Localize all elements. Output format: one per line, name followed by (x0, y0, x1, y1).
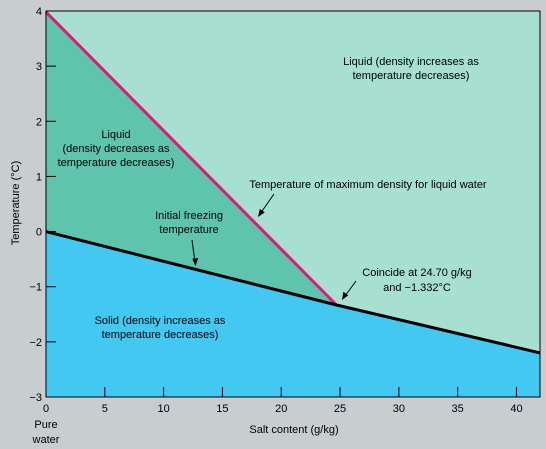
annotation-coincide-line-1: Coincide at 24.70 g/kg (362, 267, 471, 279)
annotation-liquid-upper-line-1: Liquid (density increases as (343, 56, 479, 68)
y-tick-label--1: −1 (29, 282, 42, 294)
annotation-max-density-text: Temperature of maximum density for liqui… (249, 179, 487, 191)
y-tick-label-2: 2 (36, 116, 42, 128)
annotation-coincide: Coincide at 24.70 g/kg and −1.332°C (342, 267, 472, 300)
plot-area (44, 10, 541, 398)
region-liquid-upper (46, 11, 540, 353)
y-tick-label--3: −3 (29, 392, 42, 404)
annotation-solid: Solid (density increases as temperature … (95, 315, 226, 341)
y-tick-label-1: 1 (36, 171, 42, 183)
y-tick-label--2: −2 (29, 337, 42, 349)
annotation-freezing: Initial freezing temperature (155, 210, 223, 266)
y-tick-label-3: 3 (36, 61, 42, 73)
annotation-max-density-arrowhead (258, 208, 265, 217)
annotation-coincide-arrow (344, 280, 357, 297)
freezing-line (45, 230, 541, 355)
x-tick-sublabel-pure: Pure (34, 419, 57, 431)
annotation-solid-line-1: Solid (density increases as (95, 315, 226, 327)
annotation-coincide-arrowhead (342, 291, 349, 300)
x-tick-label-35: 35 (452, 403, 464, 415)
annotation-freezing-arrow (191, 239, 196, 263)
y-tick-label-4: 4 (36, 6, 42, 18)
annotation-freezing-arrowhead (192, 258, 199, 266)
x-tick-label-30: 30 (393, 403, 405, 415)
annotation-freezing-line-2: temperature (159, 224, 218, 236)
annotation-liquid-upper: Liquid (density increases as temperature… (343, 56, 479, 82)
annotation-coincide-line-2: and −1.332°C (383, 282, 451, 294)
annotation-liquid-lower-line-1: Liquid (101, 129, 130, 141)
region-solid (46, 231, 540, 397)
x-tick-sublabel-water: water (32, 434, 60, 446)
x-tick-label-10: 10 (157, 403, 169, 415)
x-tick-label-20: 20 (275, 403, 287, 415)
annotation-liquid-lower-line-2: (density decreases as (63, 143, 170, 155)
plot-frame (45, 10, 541, 398)
annotation-liquid-upper-line-2: temperature decreases) (353, 70, 470, 82)
annotation-solid-line-2: temperature decreases) (102, 329, 219, 341)
x-tick-label-5: 5 (102, 403, 108, 415)
y-axis-ticks: −3 −2 −1 0 1 2 3 4 (29, 6, 56, 404)
annotation-max-density: Temperature of maximum density for liqui… (249, 179, 487, 217)
x-axis-ticks: 0 5 10 15 20 25 30 35 40 (43, 387, 523, 415)
x-tick-label-40: 40 (510, 403, 522, 415)
max-density-line (44, 11, 338, 307)
y-axis-label: Temperature (°C) (10, 161, 22, 245)
annotation-liquid-lower-line-3: temperature decreases) (58, 157, 175, 169)
x-tick-label-15: 15 (216, 403, 228, 415)
x-tick-label-25: 25 (334, 403, 346, 415)
x-tick-label-0: 0 (43, 403, 49, 415)
annotation-liquid-lower: Liquid (density decreases as temperature… (58, 129, 175, 169)
x-axis-label: Salt content (g/kg) (249, 424, 338, 436)
annotation-max-density-arrow (259, 193, 275, 215)
annotation-freezing-line-1: Initial freezing (155, 210, 223, 222)
y-tick-label-0: 0 (36, 227, 42, 239)
